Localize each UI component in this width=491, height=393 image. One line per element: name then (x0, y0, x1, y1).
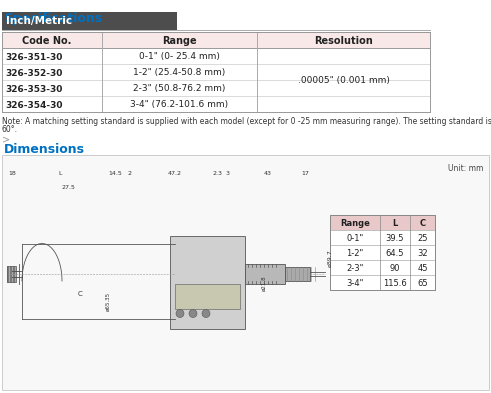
Text: 3: 3 (226, 171, 230, 176)
Text: 39.5: 39.5 (386, 234, 404, 243)
Text: 1-2": 1-2" (346, 249, 364, 258)
Bar (330, 245, 435, 260)
Bar (285, 266, 310, 281)
Text: 2-3" (50.8-76.2 mm): 2-3" (50.8-76.2 mm) (134, 84, 226, 94)
Text: 90: 90 (390, 264, 400, 273)
Circle shape (189, 310, 197, 318)
Bar (330, 215, 435, 230)
Text: 18: 18 (8, 171, 16, 176)
Text: Inch/Metric: Inch/Metric (6, 16, 72, 26)
Circle shape (176, 310, 184, 318)
Text: 3-4": 3-4" (346, 279, 364, 288)
Text: Unit: mm: Unit: mm (448, 164, 483, 173)
Text: C: C (419, 219, 426, 228)
Text: Specifications: Specifications (4, 12, 102, 25)
Bar (2, 64, 430, 80)
Text: Code No.: Code No. (22, 36, 72, 46)
Text: Note: A matching setting standard is supplied with each model (except for 0 -25 : Note: A matching setting standard is sup… (2, 117, 491, 126)
Text: 47.2: 47.2 (168, 171, 182, 176)
Bar (330, 275, 435, 290)
Text: 2-3": 2-3" (346, 264, 364, 273)
Text: 25: 25 (417, 234, 428, 243)
Text: 0-1": 0-1" (346, 234, 364, 243)
Text: ø89.7: ø89.7 (328, 250, 333, 267)
Text: L: L (58, 171, 62, 176)
Text: C: C (78, 290, 82, 296)
Bar (7, 266, 16, 281)
Text: 3-4" (76.2-101.6 mm): 3-4" (76.2-101.6 mm) (131, 101, 229, 110)
Bar (2, 96, 430, 112)
Text: 43: 43 (264, 171, 272, 176)
Text: Dimensions: Dimensions (4, 143, 85, 156)
Bar (170, 235, 245, 329)
Text: 32: 32 (417, 249, 428, 258)
Text: Resolution: Resolution (314, 36, 373, 46)
Text: 14.5: 14.5 (108, 171, 122, 176)
Bar (245, 263, 285, 283)
Bar (330, 215, 435, 290)
Text: Range: Range (340, 219, 370, 228)
Bar (2, 155, 489, 390)
Text: 115.6: 115.6 (383, 279, 407, 288)
Bar (175, 283, 240, 309)
Circle shape (202, 310, 210, 318)
Text: 60°.: 60°. (2, 125, 18, 134)
Bar (2, 32, 430, 48)
Text: >: > (2, 134, 10, 144)
Text: 1-2" (25.4-50.8 mm): 1-2" (25.4-50.8 mm) (134, 68, 226, 77)
Bar (2, 48, 430, 64)
Text: 326-353-30: 326-353-30 (5, 84, 62, 94)
Text: L: L (392, 219, 398, 228)
Bar (330, 230, 435, 245)
Text: 2.3: 2.3 (213, 171, 223, 176)
Text: ø21.8: ø21.8 (262, 275, 267, 291)
Bar (2, 12, 177, 30)
Text: Range: Range (162, 36, 197, 46)
Text: 65: 65 (417, 279, 428, 288)
Bar (2, 80, 430, 96)
Text: 45: 45 (417, 264, 428, 273)
Text: 27.5: 27.5 (61, 185, 75, 190)
Text: .00005" (0.001 mm): .00005" (0.001 mm) (298, 77, 389, 86)
Text: 0-1" (0- 25.4 mm): 0-1" (0- 25.4 mm) (139, 53, 220, 61)
Bar (330, 260, 435, 275)
Text: ø65.35: ø65.35 (106, 292, 110, 311)
Text: 17: 17 (301, 171, 309, 176)
Text: 64.5: 64.5 (386, 249, 404, 258)
Text: 326-352-30: 326-352-30 (5, 68, 62, 77)
Text: 326-351-30: 326-351-30 (5, 53, 62, 61)
Text: 2: 2 (128, 171, 132, 176)
Text: 326-354-30: 326-354-30 (5, 101, 62, 110)
